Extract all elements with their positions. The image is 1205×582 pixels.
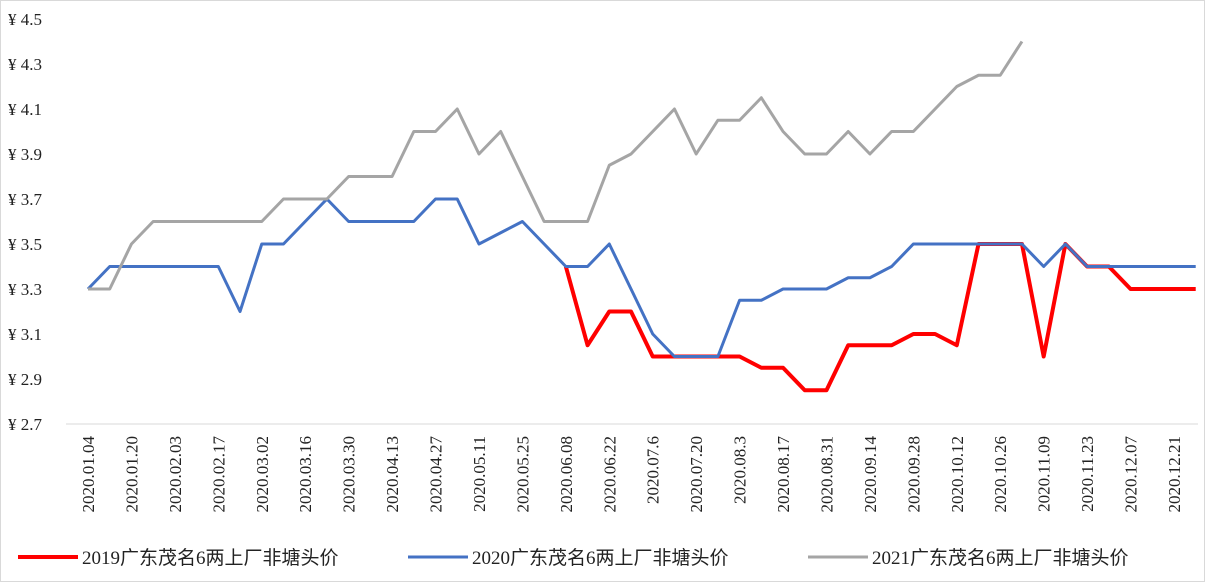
x-tick-label: 2020.06.08 bbox=[557, 436, 576, 513]
x-tick-label: 2020.04.27 bbox=[427, 436, 446, 513]
x-tick-label: 2020.12.21 bbox=[1165, 436, 1184, 513]
x-tick-label: 2020.02.03 bbox=[166, 436, 185, 513]
y-tick-label: ¥ 3.1 bbox=[8, 325, 42, 344]
x-tick-label: 2020.07.20 bbox=[687, 436, 706, 513]
x-tick-label: 2020.01.04 bbox=[79, 436, 98, 513]
x-tick-label: 2020.09.14 bbox=[861, 436, 880, 513]
x-tick-label: 2020.05.11 bbox=[470, 436, 489, 512]
x-tick-label: 2020.03.30 bbox=[340, 436, 359, 513]
x-tick-label: 2020.11.23 bbox=[1078, 436, 1097, 512]
y-tick-label: ¥ 3.7 bbox=[8, 190, 43, 209]
y-tick-label: ¥ 4.3 bbox=[8, 55, 42, 74]
y-tick-label: ¥ 2.9 bbox=[8, 370, 42, 389]
x-tick-label: 2020.08.17 bbox=[774, 436, 793, 513]
x-tick-label: 2020.11.09 bbox=[1035, 436, 1054, 512]
x-tick-label: 2020.09.28 bbox=[904, 436, 923, 513]
x-tick-label: 2020.07.6 bbox=[644, 436, 663, 504]
y-tick-label: ¥ 3.3 bbox=[8, 280, 42, 299]
y-tick-label: ¥ 4.5 bbox=[8, 10, 42, 29]
x-tick-label: 2020.12.07 bbox=[1122, 436, 1141, 513]
x-tick-label: 2020.08.31 bbox=[817, 436, 836, 513]
x-tick-label: 2020.10.26 bbox=[991, 436, 1010, 513]
x-tick-label: 2020.03.02 bbox=[253, 436, 272, 513]
x-tick-label: 2020.10.12 bbox=[948, 436, 967, 513]
legend-label: 2020广东茂名6两上厂非塘头价 bbox=[472, 547, 729, 569]
x-tick-label: 2020.02.17 bbox=[209, 436, 228, 513]
x-tick-label: 2020.03.16 bbox=[296, 436, 315, 513]
x-tick-label: 2020.05.25 bbox=[513, 436, 532, 513]
y-tick-label: ¥ 3.5 bbox=[8, 235, 42, 254]
x-tick-label: 2020.01.20 bbox=[122, 436, 141, 513]
y-tick-label: ¥ 2.7 bbox=[8, 415, 43, 434]
legend-label: 2021广东茂名6两上厂非塘头价 bbox=[872, 547, 1129, 569]
x-tick-label: 2020.04.13 bbox=[383, 436, 402, 513]
x-tick-label: 2020.08.3 bbox=[731, 436, 750, 504]
series-line bbox=[88, 40, 1024, 291]
y-tick-label: ¥ 3.9 bbox=[8, 145, 42, 164]
legend-label: 2019广东茂名6两上厂非塘头价 bbox=[82, 547, 339, 569]
x-tick-label: 2020.06.22 bbox=[600, 436, 619, 513]
series-line bbox=[86, 197, 1196, 358]
y-tick-label: ¥ 4.1 bbox=[8, 100, 42, 119]
